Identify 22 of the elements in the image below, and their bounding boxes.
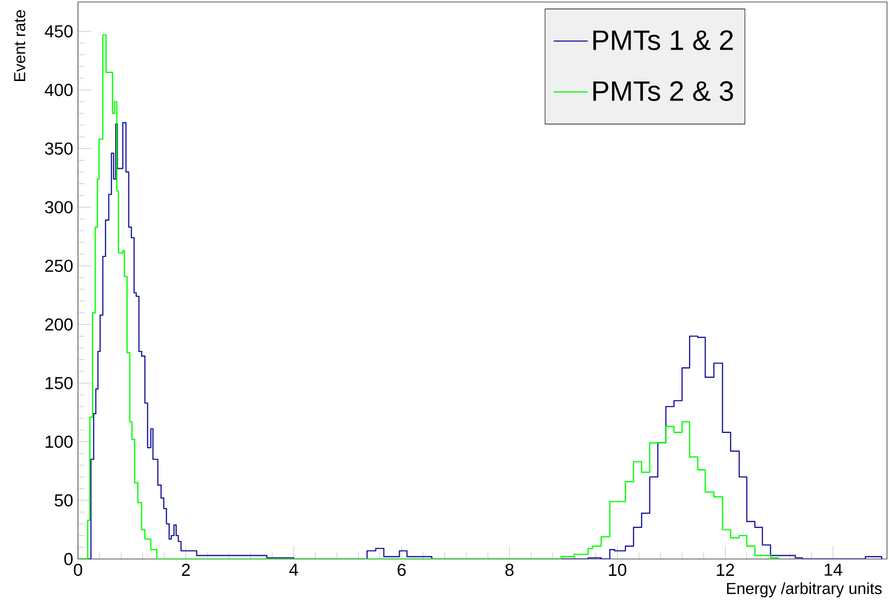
- legend-label: PMTs 2 & 3: [593, 81, 733, 101]
- x-tick-label: 8: [505, 564, 514, 576]
- y-tick-label: 150: [46, 376, 73, 390]
- x-tick-label: 6: [398, 564, 406, 576]
- y-tick-label: 350: [45, 142, 73, 155]
- y-tick-label: 250: [45, 260, 73, 272]
- legend-label: PMTs 1 & 2: [593, 30, 733, 50]
- y-axis-title: Event rate: [14, 10, 26, 81]
- y-tick-label: 450: [44, 25, 73, 38]
- x-tick-label: 10: [609, 564, 626, 576]
- y-tick-label: 50: [54, 494, 73, 507]
- y-tick-label: 400: [44, 84, 73, 96]
- y-tick-label: 300: [45, 201, 73, 214]
- x-tick-label: 0: [74, 564, 82, 576]
- y-tick-label: 0: [64, 552, 73, 566]
- y-tick-label: 100: [46, 436, 73, 448]
- x-tick-label: 4: [289, 564, 298, 576]
- y-tick-label: 200: [45, 318, 73, 331]
- x-tick-label: 12: [716, 564, 734, 576]
- x-tick-label: 2: [182, 564, 190, 576]
- x-tick-label: 14: [824, 564, 842, 576]
- x-axis-title: Energy /arbitrary units: [727, 582, 882, 598]
